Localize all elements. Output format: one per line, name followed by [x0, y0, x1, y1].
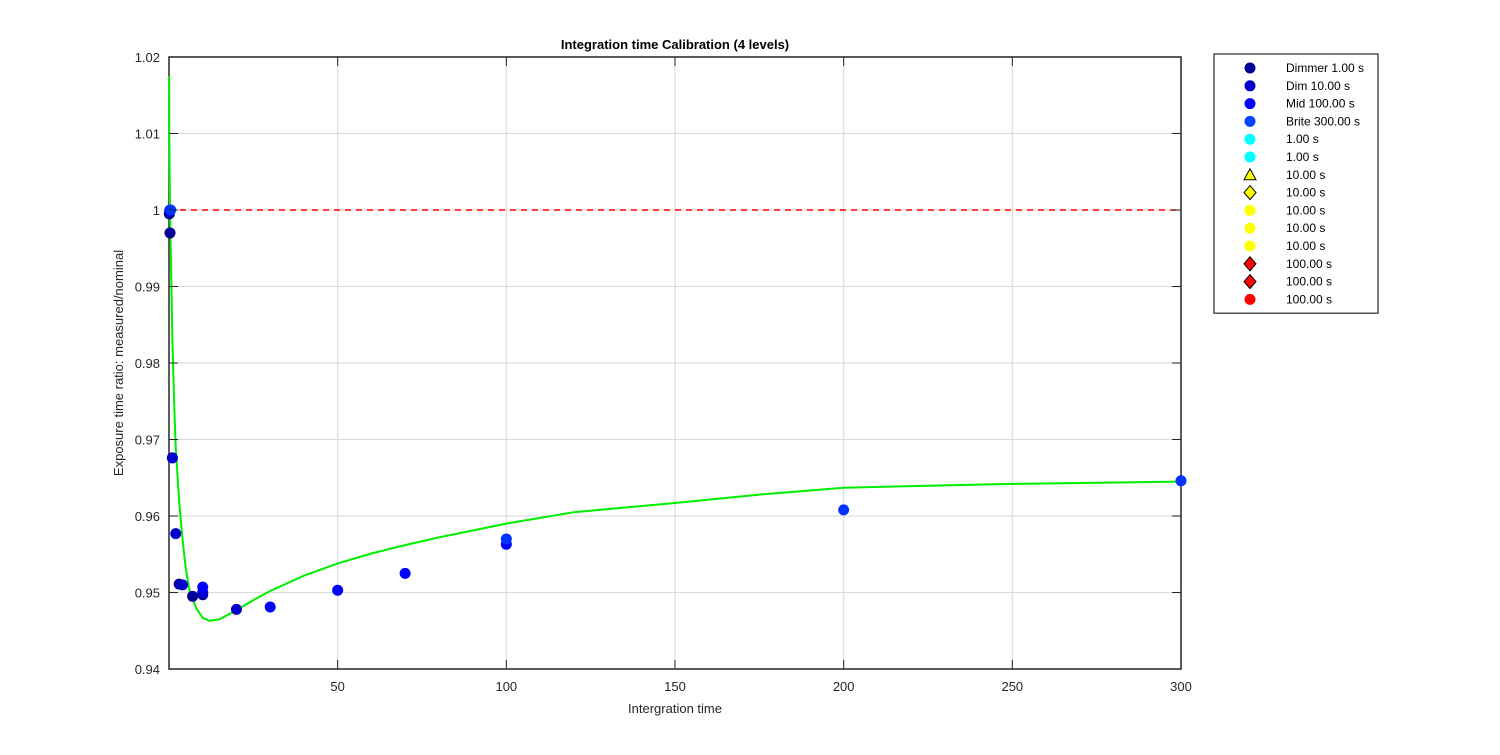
legend-label: 100.00 s [1286, 275, 1332, 289]
axis-ticks: 50 100 150 200 250 300 0.94 0.95 0.96 0.97 0.98 0.9… [135, 50, 1192, 694]
x-tick-label: 150 [664, 679, 686, 694]
legend-label: 100.00 s [1286, 292, 1332, 306]
legend-label: Dimmer 1.00 s [1286, 61, 1364, 75]
x-axis-label: Intergration time [628, 701, 722, 716]
legend-marker-circle-icon [1244, 204, 1256, 216]
legend-marker-diamond-icon [1243, 273, 1257, 290]
data-point [1175, 475, 1187, 487]
legend-marker-circle-icon [1244, 293, 1256, 305]
legend-label: 1.00 s [1286, 150, 1319, 164]
y-axis-label: Exposure time ratio: measured/nominal [111, 250, 126, 476]
legend-marker-circle-icon [1244, 115, 1256, 127]
legend-label: 100.00 s [1286, 257, 1332, 271]
legend-marker-circle-icon [1244, 151, 1256, 163]
legend-label: Mid 100.00 s [1286, 97, 1355, 111]
legend-marker-circle-icon [1244, 80, 1256, 92]
chart-title: Integration time Calibration (4 levels) [561, 37, 789, 52]
legend-label: 10.00 s [1286, 221, 1325, 235]
x-tick-label: 250 [1001, 679, 1023, 694]
y-tick-label: 1.01 [135, 127, 160, 142]
y-tick-label: 0.97 [135, 433, 160, 448]
legend[interactable]: Dimmer 1.00 s Dim 10.00 s Mid 100.00 s Brit… [1213, 53, 1379, 314]
legend-marker-circle-icon [1244, 62, 1256, 74]
data-points [163, 204, 1187, 615]
legend-marker-circle-icon [1244, 133, 1256, 145]
legend-marker-circle-icon [1244, 98, 1256, 110]
x-tick-label: 200 [833, 679, 855, 694]
legend-label: Dim 10.00 s [1286, 79, 1350, 93]
y-tick-label: 0.99 [135, 280, 160, 295]
data-point [170, 528, 182, 540]
data-point [230, 603, 242, 615]
legend-marker-triangle-icon [1243, 167, 1257, 181]
legend-marker-diamond-icon [1243, 256, 1257, 272]
legend-label: 10.00 s [1286, 168, 1325, 182]
data-point [197, 581, 209, 593]
data-point [264, 601, 276, 613]
legend-label: 10.00 s [1286, 186, 1325, 200]
x-tick-label: 100 [495, 679, 517, 694]
legend-box [1213, 53, 1379, 314]
x-tick-label: 300 [1170, 679, 1192, 694]
data-point [166, 452, 178, 464]
legend-label: 1.00 s [1286, 132, 1319, 146]
x-tick-label: 50 [330, 679, 344, 694]
data-point [176, 579, 188, 591]
y-tick-label: 1 [153, 203, 160, 218]
fit-curve [168, 76, 1182, 622]
legend-marker-diamond-icon [1243, 184, 1257, 201]
y-tick-label: 0.94 [135, 662, 160, 677]
data-point [187, 590, 199, 602]
data-point [332, 584, 344, 596]
legend-marker-circle-icon [1244, 222, 1256, 234]
legend-label: 10.00 s [1286, 203, 1325, 217]
fit-curve-group [168, 76, 1182, 622]
y-tick-label: 0.95 [135, 586, 160, 601]
legend-label: Brite 300.00 s [1286, 114, 1360, 128]
y-tick-label: 0.96 [135, 509, 160, 524]
data-point [399, 567, 411, 579]
data-point [838, 504, 850, 516]
y-tick-label: 1.02 [135, 50, 160, 65]
y-tick-label: 0.98 [135, 356, 160, 371]
legend-marker-circle-icon [1244, 240, 1256, 252]
data-point [500, 533, 512, 545]
legend-label: 10.00 s [1286, 239, 1325, 253]
data-point [164, 227, 176, 239]
